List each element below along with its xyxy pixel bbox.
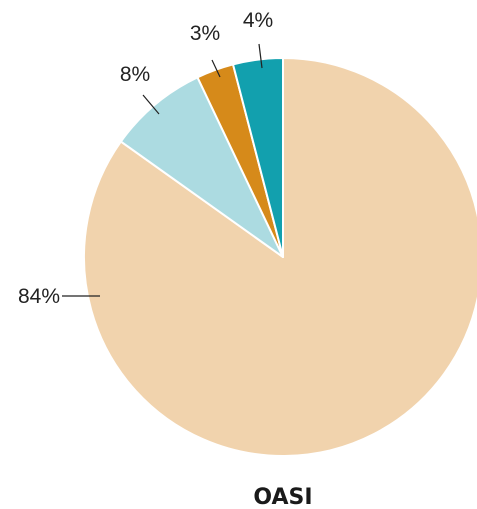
leader-line <box>258 43 263 69</box>
slice-label: 4% <box>243 9 273 32</box>
pie-slice-8 <box>119 76 284 258</box>
slice-label: 8% <box>120 63 150 86</box>
slice-labels: 84% 8% 3% 4% <box>18 9 273 308</box>
leader-lines <box>62 43 263 297</box>
leader-line <box>142 94 160 115</box>
slice-label: 3% <box>190 22 220 45</box>
pie-slice-84 <box>83 57 477 457</box>
pie-slices <box>83 57 477 457</box>
leader-line <box>211 59 221 78</box>
pie-slice-4 <box>232 57 284 258</box>
slice-label: 84% <box>18 285 60 308</box>
chart-title: OASI <box>253 485 312 509</box>
